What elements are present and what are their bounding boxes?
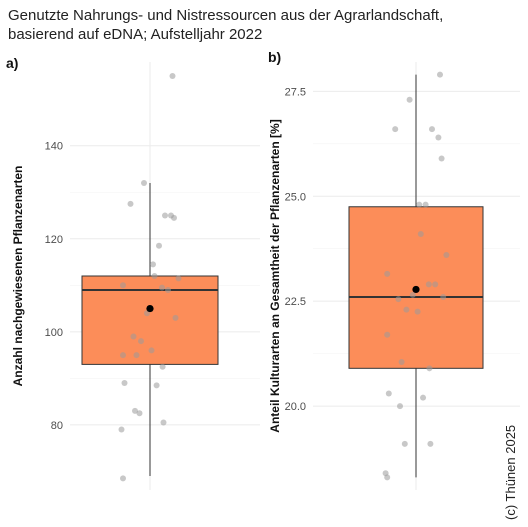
panel-a-mean-point [146, 304, 154, 313]
panel-a-data-point [159, 363, 166, 370]
panel-b-data-point [417, 231, 424, 238]
panel-b-data-point [432, 281, 439, 288]
panel-b-data-point [395, 296, 402, 303]
panel-a-data-point [160, 419, 167, 426]
panel-b-data-point [401, 440, 408, 447]
panel-b-y-tick-label: 27.5 [285, 86, 306, 98]
panel-b-data-point [397, 403, 403, 410]
panel-b-data-point [422, 201, 429, 208]
panel-a-data-point [162, 212, 168, 219]
panel-b-data-point [443, 252, 450, 259]
panel-a-data-point [127, 200, 134, 207]
panel-b-data-point [384, 331, 391, 338]
panel-a-data-point [120, 282, 126, 289]
panel-b-data-point [414, 308, 421, 315]
panel-b-data-point [425, 281, 432, 288]
panel-a-data-point [165, 286, 171, 293]
panel-b-y-axis-title: Anteil Kulturarten an Gesamtheit der Pfl… [268, 119, 282, 432]
panel-a-data-point [148, 347, 155, 354]
panel-a-y-tick-label: 140 [45, 141, 63, 153]
panel-a-data-point [120, 352, 126, 359]
panel-b-data-point [392, 126, 399, 133]
panel-b-data-point [438, 155, 445, 162]
panel-b-data-point [440, 293, 447, 300]
panel-a-data-point [136, 410, 143, 417]
panel-a-data-point [151, 273, 158, 279]
panel-b-data-point [416, 201, 423, 208]
panel-a-y-tick-label: 120 [45, 234, 63, 246]
panel-a-data-point [150, 261, 156, 268]
panel-label-a: a) [6, 55, 19, 71]
panel-a-y-tick-label: 80 [51, 420, 63, 432]
panel-label-b: b) [268, 49, 282, 65]
copyright-notice: (c) Thünen 2025 [503, 424, 518, 520]
panel-a-y-tick-label: 100 [45, 327, 63, 339]
panel-b-data-point [409, 291, 416, 298]
panel-a-data-point [156, 242, 162, 249]
panel-b-data-point [403, 306, 410, 313]
panel-b-y-tick-label: 20.0 [285, 401, 306, 413]
panel-b-data-point [384, 270, 391, 277]
panel-a-data-point [171, 214, 177, 221]
panel-b-data-point [426, 365, 433, 372]
panel-b-data-point [420, 394, 427, 401]
panel-a-y-axis-title: Anzahl nachgewiesenen Pflanzenarten [11, 166, 25, 387]
panel-a-data-point [132, 407, 138, 414]
panel-b-data-point [437, 71, 443, 78]
panel-b-data-point [385, 390, 392, 397]
panel-a-data-point [133, 352, 140, 359]
panel-a-data-point [120, 475, 126, 482]
panel-a-data-point [153, 382, 160, 389]
panel-b-data-point [398, 359, 405, 366]
panel-a-data-point [121, 380, 128, 386]
panel-a-data-point [138, 338, 144, 345]
panel-a-data-point [172, 314, 179, 321]
panel-a-data-point [175, 275, 182, 282]
panel-a-data-point [159, 284, 165, 291]
panel-b-data-point [406, 96, 413, 103]
panel-b-y-tick-label: 25.0 [285, 191, 306, 203]
panel-a-data-point [130, 333, 137, 340]
panel-b-data-point [427, 440, 434, 447]
panel-a-data-point [169, 72, 176, 79]
chart-title-line-2: basierend auf eDNA; Aufstelljahr 2022 [8, 26, 263, 43]
chart-title-line-1: Genutzte Nahrungs- und Nistressourcen au… [8, 7, 444, 24]
panel-a-data-point [141, 179, 147, 186]
chart-title: Genutzte Nahrungs- und Nistressourcen au… [8, 6, 508, 44]
panel-b-data-point [435, 134, 442, 141]
panel-a-data-point [118, 426, 125, 433]
panel-b-data-point [429, 126, 435, 133]
panel-b-data-point [384, 474, 391, 481]
panel-b-mean-point [412, 285, 420, 294]
panel-b-y-tick-label: 22.5 [285, 296, 306, 308]
